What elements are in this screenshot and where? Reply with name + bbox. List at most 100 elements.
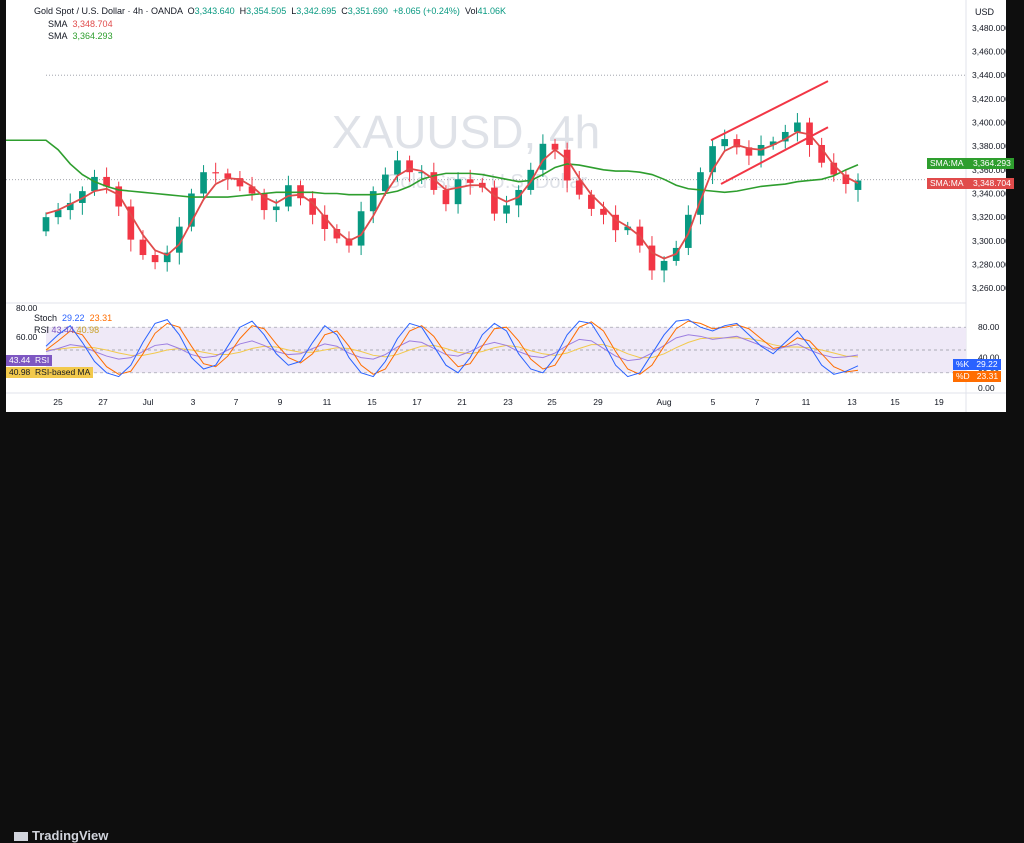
- rsi-legend[interactable]: RSI 43.44 40.98: [34, 325, 100, 335]
- candle-body: [648, 245, 656, 271]
- tv-logo-icon: [14, 832, 28, 842]
- candle-body: [163, 252, 171, 263]
- candle-body: [66, 202, 74, 211]
- rsi-value: 43.44: [51, 325, 75, 335]
- time-tick-label: 3: [191, 397, 196, 407]
- time-tick-label: 11: [802, 397, 811, 407]
- time-tick-label: 29: [593, 397, 603, 407]
- chart-panel[interactable]: XAUUSD, 4h Gold Spot / U.S. Dollar 3,480.0…: [6, 0, 1014, 412]
- candle-body: [260, 193, 268, 211]
- time-tick-label: Aug: [656, 397, 671, 407]
- candle-body: [709, 146, 716, 173]
- price-tick-label: 3,260.000: [972, 283, 1006, 293]
- sma-fast-value: 3,348.704: [72, 19, 113, 29]
- candle-body: [733, 139, 741, 148]
- candle-body: [624, 226, 632, 231]
- time-tick-label: 21: [457, 397, 467, 407]
- candle-body: [369, 191, 377, 212]
- footer-bar: TradingView: [0, 412, 1024, 843]
- candle-body: [430, 172, 438, 190]
- close-value: 3,351.690: [347, 6, 388, 16]
- time-tick-label: 7: [755, 397, 760, 407]
- time-tick-label: 7: [234, 397, 239, 407]
- stoch-k-line: [45, 319, 859, 378]
- candle-body: [127, 206, 135, 240]
- candle-body: [212, 172, 220, 174]
- high-value: 3,354.505: [246, 6, 287, 16]
- time-tick-label: 19: [934, 397, 944, 407]
- currency-label: USD: [975, 7, 995, 17]
- time-tick-label: 5: [711, 397, 716, 407]
- price-tick-label: 3,280.000: [972, 260, 1006, 270]
- osc-right-tick-label: 80.00: [978, 322, 1000, 332]
- candle-body: [236, 178, 244, 187]
- sma-fast-legend[interactable]: SMA 3,348.704: [48, 19, 113, 29]
- candle-body: [466, 179, 474, 183]
- rsi-line: [45, 334, 859, 362]
- candle-body: [454, 179, 462, 205]
- candle-body: [115, 186, 123, 207]
- time-tick-label: Jul: [143, 397, 154, 407]
- rsi-value-tag: 43.44 RSI: [6, 355, 53, 366]
- candle-body: [612, 214, 619, 231]
- sma-fast-price-tag: SMA:MA 3,348.704: [927, 178, 1014, 189]
- tradingview-logo[interactable]: TradingView: [14, 828, 108, 843]
- candle-body: [394, 160, 401, 175]
- time-tick-label: 13: [847, 397, 857, 407]
- sma-slow-value: 3,364.293: [72, 31, 113, 41]
- stoch-d-value: 23.31: [89, 313, 113, 323]
- candle-body: [418, 172, 426, 174]
- candle-body: [91, 176, 98, 192]
- channel-upper-line: [710, 80, 829, 142]
- time-tick-label: 23: [503, 397, 513, 407]
- time-tick-label: 25: [53, 397, 63, 407]
- time-tick-label: 11: [323, 397, 332, 407]
- candle-body: [272, 206, 280, 211]
- candle-body: [79, 191, 86, 203]
- sma-slow-price-tag: SMA:MA 3,364.293: [927, 158, 1014, 169]
- candle-body: [854, 180, 862, 190]
- watermark-ticker: XAUUSD, 4h: [332, 106, 600, 158]
- osc-left-tick-label: 80.00: [16, 303, 38, 313]
- osc-left-tick-label: 60.00: [16, 332, 38, 342]
- stoch-k-value: 29.22: [62, 313, 85, 323]
- rsi-ma-value: 40.98: [76, 325, 100, 335]
- price-tick-label: 3,480.000: [972, 23, 1006, 33]
- candle-body: [357, 211, 365, 246]
- time-tick-label: 27: [98, 397, 108, 407]
- sma-fast-line: [45, 131, 859, 260]
- stoch-d-tag: %D 23.31: [953, 371, 1002, 382]
- candle-body: [830, 162, 838, 175]
- candle-body: [539, 143, 547, 170]
- symbol-line[interactable]: Gold Spot / U.S. Dollar · 4h · OANDA: [34, 6, 183, 16]
- candle-body: [563, 149, 571, 181]
- candle-body: [745, 147, 753, 156]
- candle-body: [491, 187, 498, 214]
- candle-body: [406, 160, 413, 173]
- stoch-legend[interactable]: Stoch 29.22 23.31: [34, 313, 113, 323]
- sma-slow-line: [6, 139, 859, 198]
- time-tick-label: 9: [278, 397, 283, 407]
- time-tick-label: 15: [890, 397, 900, 407]
- price-tick-label: 3,340.000: [972, 189, 1006, 199]
- osc-right-tick-label: 40.00: [978, 353, 1000, 363]
- candle-body: [769, 141, 777, 145]
- stoch-d-line: [45, 320, 859, 375]
- sma-slow-legend[interactable]: SMA 3,364.293: [48, 31, 113, 41]
- candle-body: [139, 239, 147, 256]
- candle-body: [781, 131, 789, 142]
- candle-body: [818, 144, 825, 163]
- symbol-legend[interactable]: Gold Spot / U.S. Dollar · 4h · OANDA O3,…: [34, 6, 506, 16]
- candle-body: [309, 198, 316, 215]
- price-tick-label: 3,300.000: [972, 236, 1006, 246]
- candle-body: [224, 173, 232, 179]
- open-value: 3,343.640: [194, 6, 235, 16]
- candle-body: [200, 172, 207, 194]
- candle-body: [575, 180, 583, 195]
- candle-body: [660, 260, 668, 271]
- candle-body: [248, 186, 256, 194]
- osc-right-tick-label: 0.00: [978, 383, 995, 393]
- candle-body: [103, 176, 110, 187]
